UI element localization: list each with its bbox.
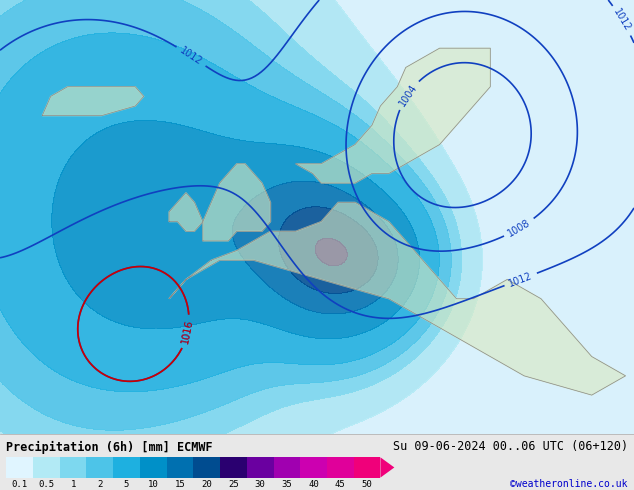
Text: 2: 2 [97, 480, 103, 489]
Text: 10: 10 [148, 480, 158, 489]
Bar [6, 457, 33, 478]
Text: Precipitation (6h) [mm] ECMWF: Precipitation (6h) [mm] ECMWF [6, 441, 213, 454]
Text: ©weatheronline.co.uk: ©weatheronline.co.uk [510, 479, 628, 489]
Polygon shape [42, 87, 144, 116]
Bar [33, 457, 60, 478]
Bar [167, 457, 193, 478]
Polygon shape [380, 457, 394, 478]
Text: 45: 45 [335, 480, 346, 489]
Text: 1: 1 [70, 480, 76, 489]
Bar [247, 457, 273, 478]
Bar [327, 457, 354, 478]
Text: 25: 25 [228, 480, 239, 489]
Text: 50: 50 [361, 480, 372, 489]
Bar [273, 457, 301, 478]
Text: 0.5: 0.5 [38, 480, 55, 489]
Text: 0.1: 0.1 [11, 480, 28, 489]
Polygon shape [296, 48, 490, 183]
Bar [193, 457, 220, 478]
Polygon shape [169, 202, 626, 395]
Text: 1016: 1016 [180, 319, 195, 345]
Bar [140, 457, 167, 478]
Bar [301, 457, 327, 478]
Text: 35: 35 [281, 480, 292, 489]
Bar [354, 457, 380, 478]
Bar [86, 457, 113, 478]
Text: 5: 5 [124, 480, 129, 489]
Polygon shape [169, 193, 203, 231]
Text: 1016: 1016 [180, 319, 195, 345]
Text: 1004: 1004 [397, 82, 419, 108]
Text: 15: 15 [174, 480, 185, 489]
Text: 30: 30 [255, 480, 266, 489]
Text: Su 09-06-2024 00..06 UTC (06+120): Su 09-06-2024 00..06 UTC (06+120) [392, 441, 628, 453]
Polygon shape [203, 164, 271, 241]
Bar [113, 457, 140, 478]
Text: 40: 40 [308, 480, 319, 489]
Text: 1012: 1012 [178, 46, 204, 67]
Text: 1012: 1012 [507, 270, 534, 289]
Bar [220, 457, 247, 478]
Bar [60, 457, 86, 478]
Text: 1012: 1012 [612, 7, 633, 33]
Text: 20: 20 [202, 480, 212, 489]
Text: 1008: 1008 [506, 218, 533, 239]
